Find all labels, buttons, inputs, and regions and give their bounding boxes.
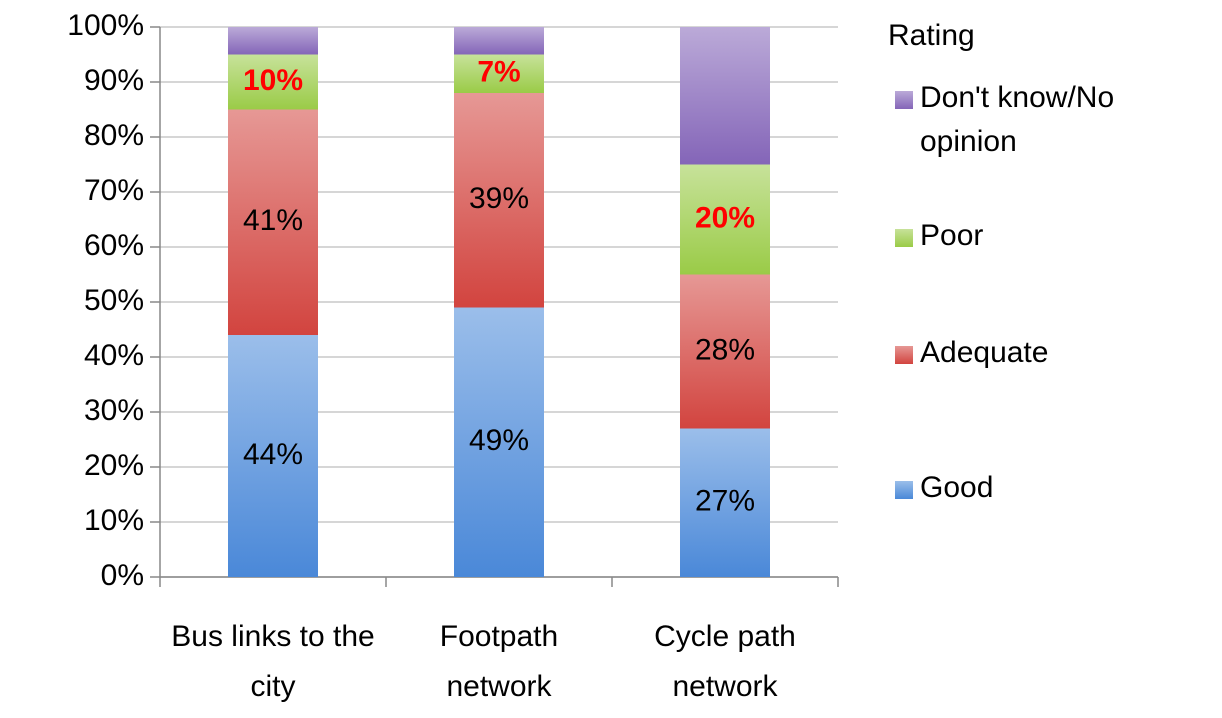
data-label: 7% <box>477 56 520 89</box>
bar-segment <box>454 307 544 577</box>
data-label: 27% <box>695 485 755 518</box>
legend-label: Good <box>920 471 994 504</box>
bar-segment <box>228 54 318 110</box>
bar-segment <box>680 164 770 275</box>
legend-swatch <box>895 91 913 109</box>
data-label: 41% <box>243 204 303 237</box>
legend-title: Rating <box>888 19 975 52</box>
legend-label: Poor <box>920 219 984 252</box>
y-tick-label: 0% <box>101 559 144 592</box>
bar-segment <box>454 54 544 93</box>
y-tick-label: 100% <box>67 9 144 42</box>
y-tick-label: 50% <box>84 284 144 317</box>
legend-swatch <box>895 229 913 247</box>
bar-segment <box>680 428 770 577</box>
y-tick-label: 30% <box>84 394 144 427</box>
data-label: 20% <box>695 201 755 234</box>
data-label: 10% <box>243 64 303 97</box>
bar-segment <box>680 27 770 165</box>
legend-swatch <box>895 481 913 499</box>
x-tick-label: Cycle path network <box>654 620 796 703</box>
y-tick-label: 90% <box>84 64 144 97</box>
bar-segment <box>680 274 770 429</box>
y-tick-label: 10% <box>84 504 144 537</box>
legend-label: Don't know/No opinion <box>920 81 1115 158</box>
y-tick-label: 80% <box>84 119 144 152</box>
bar-segment <box>228 27 318 55</box>
data-label: 49% <box>469 424 529 457</box>
y-tick-label: 60% <box>84 229 144 262</box>
bar-segment <box>228 335 318 577</box>
data-label: 39% <box>469 182 529 215</box>
x-tick-label: Footpath network <box>439 620 559 703</box>
y-tick-label: 70% <box>84 174 144 207</box>
legend-label: Adequate <box>920 336 1049 369</box>
y-tick-label: 20% <box>84 449 144 482</box>
x-tick-label: Bus links to the city <box>171 620 375 703</box>
bar-segment <box>228 109 318 335</box>
data-label: 44% <box>243 438 303 471</box>
y-tick-label: 40% <box>84 339 144 372</box>
data-label: 28% <box>695 333 755 366</box>
legend-swatch <box>895 346 913 364</box>
bar-segment <box>454 93 544 308</box>
bar-segment <box>454 27 544 55</box>
